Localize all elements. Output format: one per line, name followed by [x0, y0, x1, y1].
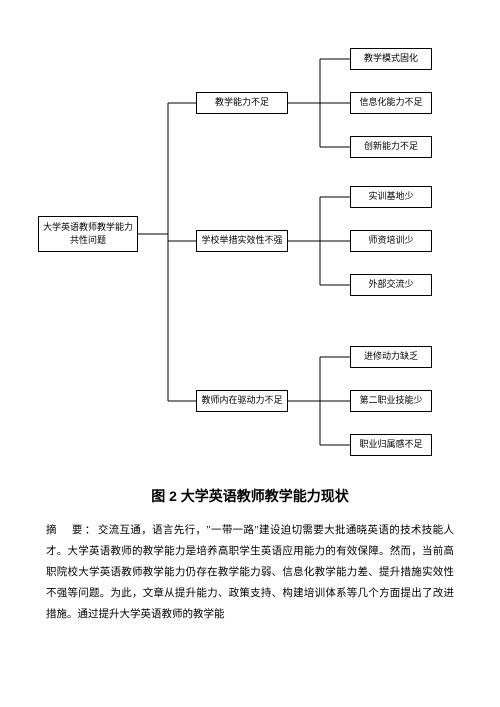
mid-node-0: 教学能力不足: [196, 92, 288, 114]
mid-node-1: 学校举措实效性不强: [196, 230, 288, 252]
leaf-node-8: 职业归属感不足: [350, 434, 432, 456]
abstract-text: 交流互通，语言先行，"一带一路"建设迫切需要大批通晓英语的技术技能人才。大学英语…: [46, 525, 454, 620]
leaf-node-3: 实训基地少: [350, 186, 432, 208]
leaf-node-1: 信息化能力不足: [350, 92, 432, 114]
root-node: 大学英语教师教学能力共性问题: [38, 216, 138, 252]
leaf-node-4: 师资培训少: [350, 230, 432, 252]
figure-caption: 图 2 大学英语教师教学能力现状: [0, 486, 500, 506]
abstract-label: 摘 要：: [46, 525, 98, 536]
leaf-node-5: 外部交流少: [350, 274, 432, 296]
leaf-node-0: 教学模式固化: [350, 48, 432, 70]
leaf-node-6: 进修动力缺乏: [350, 346, 432, 368]
leaf-node-2: 创新能力不足: [350, 136, 432, 158]
abstract-paragraph: 摘 要：交流互通，语言先行，"一带一路"建设迫切需要大批通晓英语的技术技能人才。…: [0, 520, 500, 625]
leaf-node-7: 第二职业技能少: [350, 390, 432, 412]
mid-node-2: 教师内在驱动力不足: [196, 390, 288, 412]
diagram-canvas: 大学英语教师教学能力共性问题 教学能力不足学校举措实效性不强教师内在驱动力不足 教学…: [0, 0, 500, 480]
